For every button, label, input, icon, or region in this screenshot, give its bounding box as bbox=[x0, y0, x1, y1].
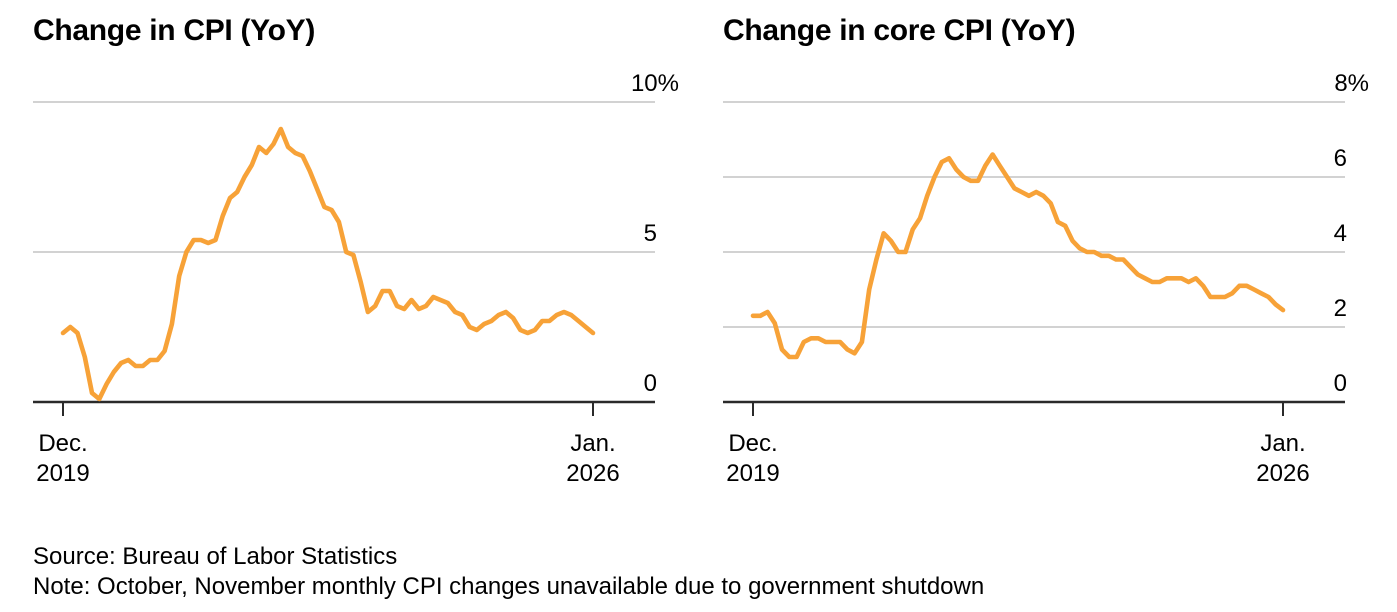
x-axis-label: 2026 bbox=[566, 460, 619, 487]
cpi-line-chart: 10% 5 0 Dec. 2019 Jan. 2026 bbox=[33, 70, 679, 487]
chart-footer: Source: Bureau of Labor Statistics Note:… bbox=[33, 542, 1397, 602]
x-axis-label: Jan. bbox=[570, 430, 615, 457]
x-axis-label: Jan. bbox=[1260, 430, 1305, 457]
y-axis-label: 10% bbox=[631, 70, 679, 97]
x-axis-label: Dec. bbox=[38, 430, 87, 457]
x-axis-label: 2019 bbox=[726, 460, 779, 487]
series-line bbox=[60, 126, 596, 402]
y-axis-label: 4 bbox=[1334, 220, 1347, 247]
y-axis-label: 2 bbox=[1334, 295, 1347, 322]
x-axis-label: 2019 bbox=[36, 460, 89, 487]
series-line bbox=[750, 152, 1286, 360]
y-axis-label: 6 bbox=[1334, 145, 1347, 172]
note-text: Note: October, November monthly CPI chan… bbox=[33, 573, 985, 600]
x-axis-label: 2026 bbox=[1256, 460, 1309, 487]
x-axis-label: Dec. bbox=[728, 430, 777, 457]
y-axis-label: 5 bbox=[644, 220, 657, 247]
y-axis-label: 0 bbox=[1334, 370, 1347, 397]
core-cpi-chart-title: Change in core CPI (YoY) bbox=[723, 14, 1076, 47]
core-cpi-line-chart: 8% 6 4 2 0 Dec. 2019 Jan. 2026 bbox=[723, 70, 1369, 487]
source-text: Source: Bureau of Labor Statistics bbox=[33, 543, 398, 570]
charts-row: Change in CPI (YoY) 10% 5 0 Dec. 2019 Jan. 202… bbox=[33, 14, 1397, 490]
y-axis-label: 8% bbox=[1334, 70, 1369, 97]
core-cpi-chart: Change in core CPI (YoY) 8% 6 4 2 0 Dec. 2019 J… bbox=[723, 14, 1373, 490]
cpi-chart: Change in CPI (YoY) 10% 5 0 Dec. 2019 Jan. 202… bbox=[33, 14, 683, 490]
y-axis-label: 0 bbox=[644, 370, 657, 397]
cpi-chart-title: Change in CPI (YoY) bbox=[33, 14, 316, 47]
